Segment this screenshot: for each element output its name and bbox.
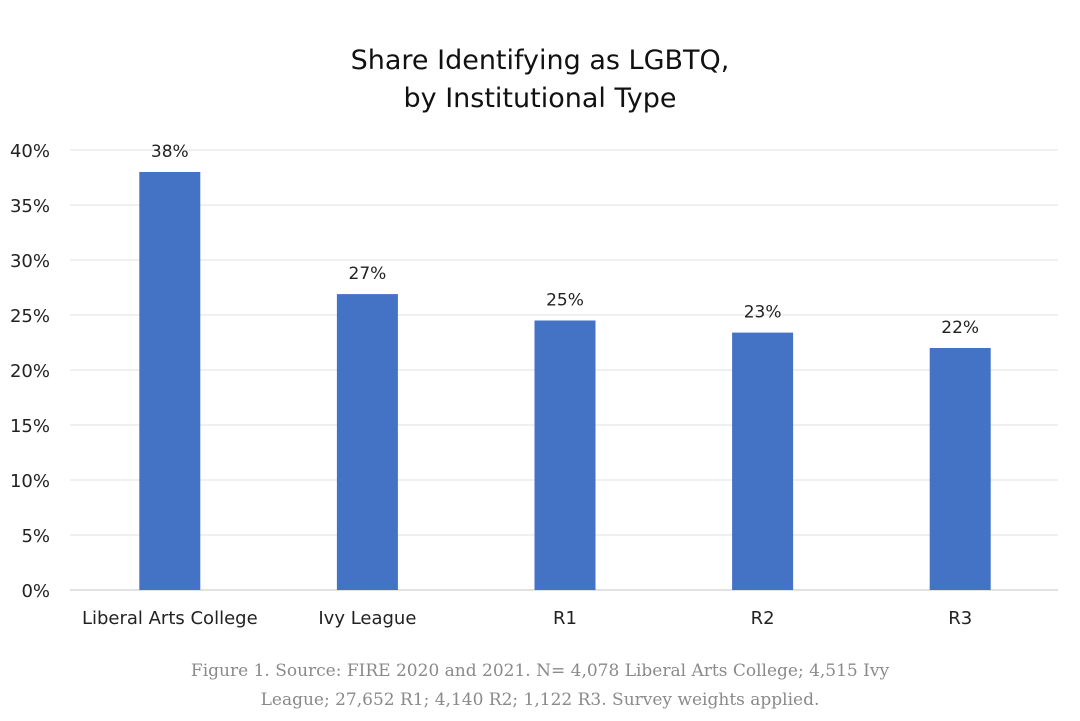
y-tick-label: 5%	[21, 526, 50, 547]
data-label: 27%	[349, 264, 387, 284]
data-label: 22%	[941, 318, 979, 338]
y-tick-label: 35%	[10, 196, 50, 217]
y-tick-label: 40%	[10, 141, 50, 162]
y-tick-label: 20%	[10, 361, 50, 382]
y-tick-label: 10%	[10, 471, 50, 492]
y-tick-label: 30%	[10, 251, 50, 272]
data-label: 38%	[151, 142, 189, 162]
figure-caption: Figure 1. Source: FIRE 2020 and 2021. N=…	[0, 657, 1080, 715]
y-tick-label: 25%	[10, 306, 50, 327]
x-tick-label: Ivy League	[318, 608, 416, 629]
chart-title-line-1: Share Identifying as LGBTQ,	[350, 45, 730, 76]
bar	[139, 172, 201, 590]
bar	[929, 348, 991, 590]
caption-line-1: Figure 1. Source: FIRE 2020 and 2021. N=…	[190, 661, 890, 681]
x-tick-label: R2	[751, 608, 775, 629]
bar-chart: 0% 5% 10% 15% 20% 25% 30% 35% 40% 38% Liberal Arts…	[10, 141, 1058, 629]
bar	[534, 320, 596, 590]
bar	[336, 294, 398, 590]
caption-line-2: League; 27,652 R1; 4,140 R2; 1,122 R3. S…	[260, 690, 820, 710]
bar	[732, 332, 794, 590]
x-tick-label: R1	[553, 608, 577, 629]
x-tick-label: R3	[948, 608, 972, 629]
x-tick-label: Liberal Arts College	[82, 608, 258, 629]
chart-title-line-2: by Institutional Type	[403, 83, 677, 114]
y-tick-label: 15%	[10, 416, 50, 437]
data-label: 25%	[546, 291, 584, 311]
data-label: 23%	[744, 303, 782, 323]
y-tick-label: 0%	[21, 581, 50, 602]
